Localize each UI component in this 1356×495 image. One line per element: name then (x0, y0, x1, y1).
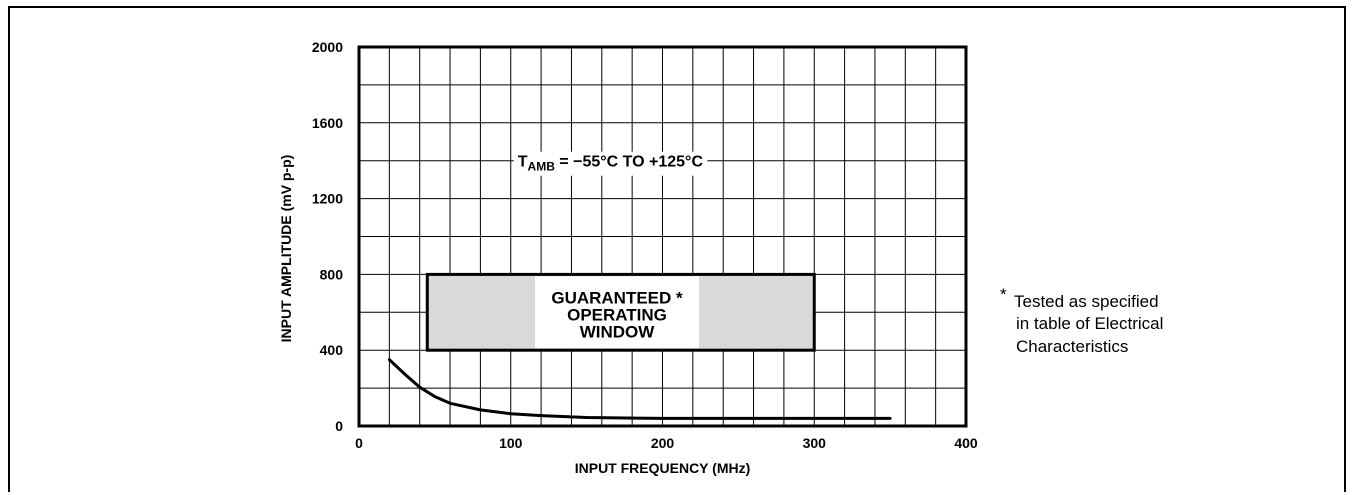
temperature-annotation-bg (513, 151, 708, 176)
y-tick-label: 0 (335, 418, 343, 434)
operating-window-label-line: OPERATING (567, 305, 667, 324)
operating-window-label-line: WINDOW (580, 322, 656, 341)
x-tick-labels: 0 100 200 300 400 (355, 435, 978, 451)
plot-border (357, 45, 968, 428)
grid (359, 47, 966, 426)
y-tick-label: 2000 (312, 39, 343, 55)
y-tick-label: 1200 (312, 191, 343, 207)
chart-frame (8, 6, 1346, 492)
annotation-rest: = −55°C TO +125°C (555, 154, 704, 171)
footnote-line-1: Tested as specified (1014, 292, 1159, 311)
y-tick-label: 800 (320, 266, 344, 282)
series-line (387, 358, 892, 420)
x-tick-label: 400 (954, 435, 978, 451)
annotation-subscript: AMB (528, 160, 556, 174)
x-tick-label: 200 (651, 435, 675, 451)
x-tick-label: 300 (803, 435, 827, 451)
x-axis-label: INPUT FREQUENCY (MHz) (575, 460, 751, 476)
x-tick-label: 100 (499, 435, 523, 451)
footnote-line-3: Characteristics (1016, 337, 1128, 356)
series-layer (387, 358, 892, 420)
y-tick-label: 1600 (312, 115, 343, 131)
temperature-annotation: TAMB = −55°C TO +125°C (518, 154, 704, 174)
footnote-star: * (1000, 285, 1007, 304)
y-tick-label: 400 (320, 342, 344, 358)
footnote-line-2: in table of Electrical (1016, 314, 1163, 333)
annotation-main: T (518, 154, 528, 171)
operating-window-label-bg (535, 276, 699, 349)
x-tick-label: 0 (355, 435, 363, 451)
operating-window-label-line: GUARANTEED * (551, 288, 683, 307)
y-tick-labels: 0 400 800 1200 1600 2000 (312, 39, 343, 434)
y-axis-label: INPUT AMPLITUDE (mV p-p) (278, 155, 294, 343)
